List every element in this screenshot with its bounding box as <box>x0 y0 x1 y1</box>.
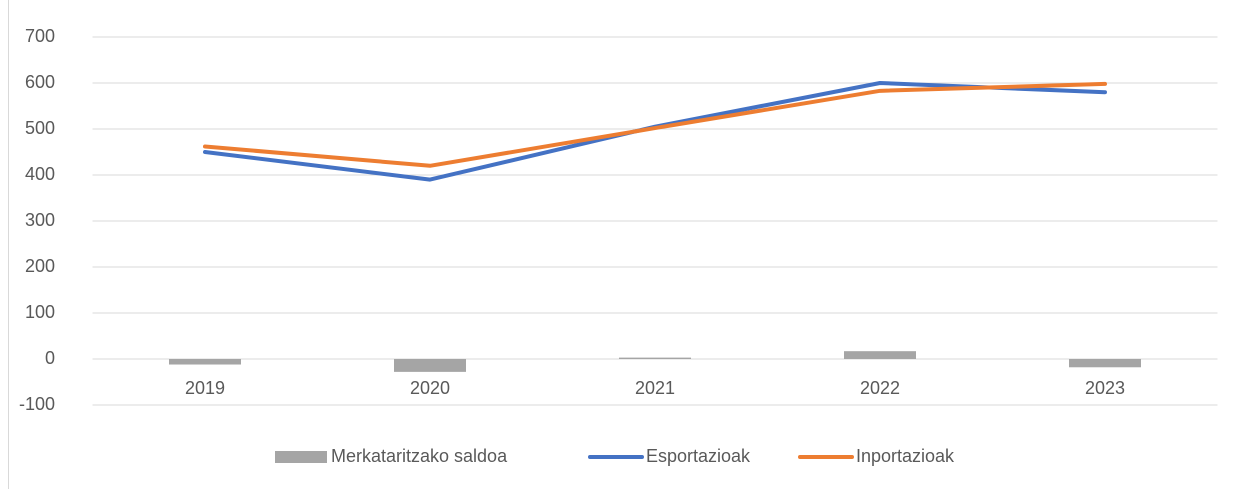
y-tick-label: -100 <box>19 394 55 414</box>
x-tick-label: 2023 <box>1085 378 1125 398</box>
bar <box>844 351 916 359</box>
line <box>203 81 1107 168</box>
x-tick-label: 2021 <box>635 378 675 398</box>
y-tick-label: 600 <box>25 72 55 92</box>
x-tick-label: 2022 <box>860 378 900 398</box>
x-tick-label: 2019 <box>185 378 225 398</box>
x-tick-label: 2020 <box>410 378 450 398</box>
y-tick-label: 0 <box>45 348 55 368</box>
line <box>203 81 1107 182</box>
bar <box>394 359 466 372</box>
legend-label: Esportazioak <box>646 446 751 466</box>
legend-swatch <box>275 451 327 463</box>
legend-label: Inportazioak <box>856 446 955 466</box>
y-tick-label: 400 <box>25 164 55 184</box>
bar <box>169 359 241 365</box>
bar <box>619 357 691 359</box>
y-tick-label: 200 <box>25 256 55 276</box>
y-tick-label: 700 <box>25 26 55 46</box>
bar <box>1069 359 1141 368</box>
y-tick-label: 100 <box>25 302 55 322</box>
y-tick-label: 300 <box>25 210 55 230</box>
y-tick-label: 500 <box>25 118 55 138</box>
legend-label: Merkataritzako saldoa <box>331 446 508 466</box>
